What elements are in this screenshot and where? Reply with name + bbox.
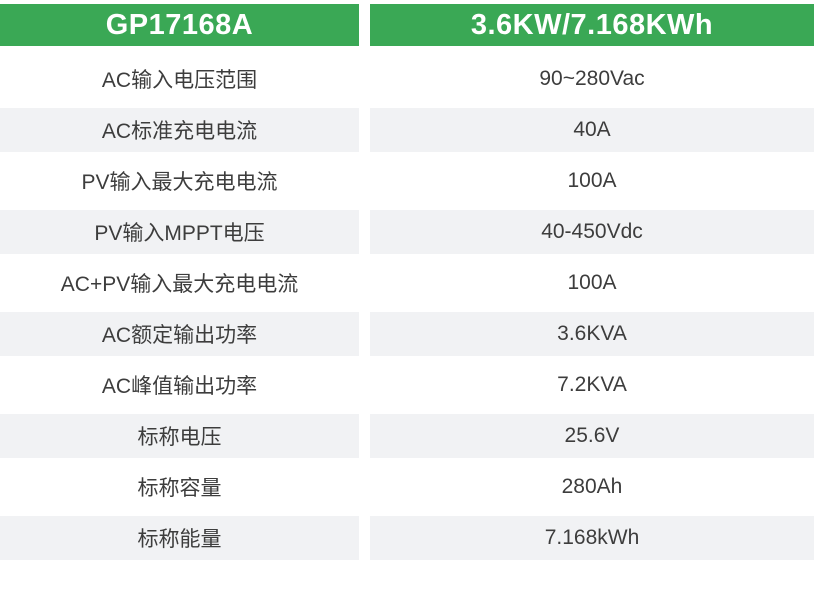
table-row: AC额定输出功率 3.6KVA	[0, 312, 814, 356]
spec-value: 40A	[370, 108, 814, 152]
spec-value: 7.2KVA	[370, 363, 814, 407]
table-row: PV输入最大充电电流 100A	[0, 159, 814, 203]
table-row: 标称容量 280Ah	[0, 465, 814, 509]
spec-value: 90~280Vac	[370, 57, 814, 101]
table-row: AC输入电压范围 90~280Vac	[0, 57, 814, 101]
table-row: 标称能量 7.168kWh	[0, 516, 814, 560]
spec-label: AC峰值输出功率	[0, 363, 359, 407]
header-rating-cell: 3.6KW/7.168KWh	[370, 4, 814, 46]
table-row: AC+PV输入最大充电电流 100A	[0, 261, 814, 305]
header-model-cell: GP17168A	[0, 4, 359, 46]
spec-value: 7.168kWh	[370, 516, 814, 560]
spec-label: 标称能量	[0, 516, 359, 560]
spec-label: AC标准充电电流	[0, 108, 359, 152]
spec-value: 40-450Vdc	[370, 210, 814, 254]
table-row: AC标准充电电流 40A	[0, 108, 814, 152]
spec-label: PV输入最大充电电流	[0, 159, 359, 203]
spec-table: GP17168A 3.6KW/7.168KWh AC输入电压范围 90~280V…	[0, 4, 814, 560]
spec-table-body: AC输入电压范围 90~280Vac AC标准充电电流 40A PV输入最大充电…	[0, 57, 814, 560]
spec-value: 25.6V	[370, 414, 814, 458]
spec-label: AC+PV输入最大充电电流	[0, 261, 359, 305]
spec-label: AC额定输出功率	[0, 312, 359, 356]
spec-table-header: GP17168A 3.6KW/7.168KWh	[0, 4, 814, 46]
spec-value: 100A	[370, 159, 814, 203]
table-row: 标称电压 25.6V	[0, 414, 814, 458]
spec-label: 标称电压	[0, 414, 359, 458]
spec-value: 280Ah	[370, 465, 814, 509]
table-row: AC峰值输出功率 7.2KVA	[0, 363, 814, 407]
table-row: PV输入MPPT电压 40-450Vdc	[0, 210, 814, 254]
spec-label: AC输入电压范围	[0, 57, 359, 101]
spec-value: 100A	[370, 261, 814, 305]
spec-label: 标称容量	[0, 465, 359, 509]
spec-value: 3.6KVA	[370, 312, 814, 356]
spec-label: PV输入MPPT电压	[0, 210, 359, 254]
